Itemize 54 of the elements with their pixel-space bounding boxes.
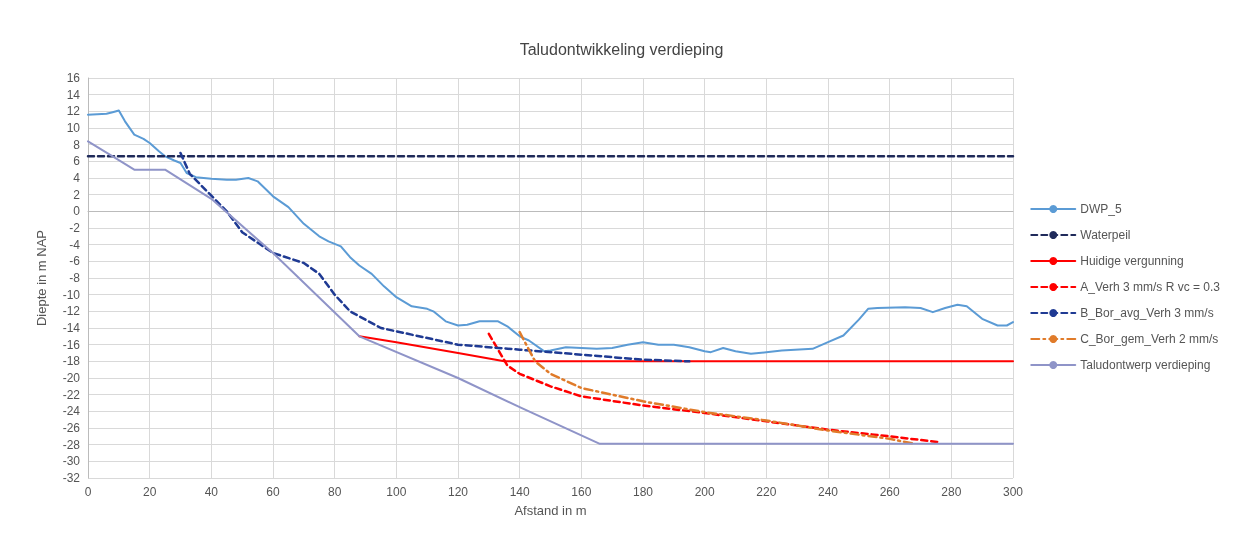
y-tick-label: -22 [62,387,81,402]
x-tick-label: 40 [204,485,219,499]
y-tick-label: -14 [62,321,81,335]
x-tick-label: 80 [327,485,342,499]
legend-label: Waterpeil [1080,228,1131,242]
y-tick-label: -32 [62,471,81,485]
line-series [179,151,691,363]
legend-label: B_Bor_avg_Verh 3 mm/s [1080,306,1214,320]
x-tick-label: 100 [386,485,407,499]
y-tick-label: 4 [73,171,81,185]
x-tick-label: 280 [941,485,962,499]
y-tick-label: -24 [62,404,81,419]
y-tick-label: -20 [62,371,81,385]
chart-title: Taludontwikkeling verdieping [519,40,724,58]
x-tick-label: 140 [509,485,530,499]
y-tick-label: -4 [69,237,81,252]
y-tick-label: 2 [73,187,81,202]
y-tick-label: -2 [69,221,81,235]
y-tick-label: 10 [66,121,81,135]
line-series [87,109,1014,355]
y-tick-label: -16 [62,337,81,352]
x-tick-label: 180 [632,485,654,499]
y-tick-label: -28 [62,437,81,452]
x-tick-label: 20 [142,485,157,499]
legend-label: A_Verh 3 mm/s R vc = 0.3 [1080,280,1221,294]
y-tick-label: -30 [62,454,81,469]
x-tick-label: 0 [84,485,92,499]
y-tick-label: 6 [73,154,81,169]
legend-label: Huidige vergunning [1080,254,1184,268]
y-tick-label: 16 [66,71,81,85]
y-tick-label: -6 [69,254,81,269]
legend-label: DWP_5 [1080,202,1122,216]
y-tick-label: 12 [66,104,81,119]
x-tick-label: 300 [1002,485,1024,499]
legend-label: Taludontwerp verdieping [1080,358,1211,372]
x-tick-label: 200 [694,485,715,499]
y-tick-label: 14 [66,87,81,102]
x-tick-label: 60 [266,485,280,499]
x-axis-title: Afstand in m [514,503,587,518]
y-axis-title: Diepte in m NAP [34,229,49,327]
y-tick-label: -26 [62,421,81,435]
legend-label: C_Bor_gem_Verh 2 mm/s [1080,332,1219,346]
line-series [87,140,1014,445]
x-tick-label: 260 [879,485,900,499]
y-tick-label: 8 [73,137,81,152]
y-tick-label: -8 [69,271,81,285]
x-tick-label: 120 [447,485,469,499]
x-tick-label: 220 [756,485,777,499]
y-tick-label: -12 [62,304,81,319]
x-tick-label: 160 [571,485,592,499]
y-tick-label: 0 [73,204,81,219]
x-tick-label: 240 [817,485,839,499]
y-tick-label: -10 [62,287,81,302]
y-tick-label: -18 [62,354,81,369]
